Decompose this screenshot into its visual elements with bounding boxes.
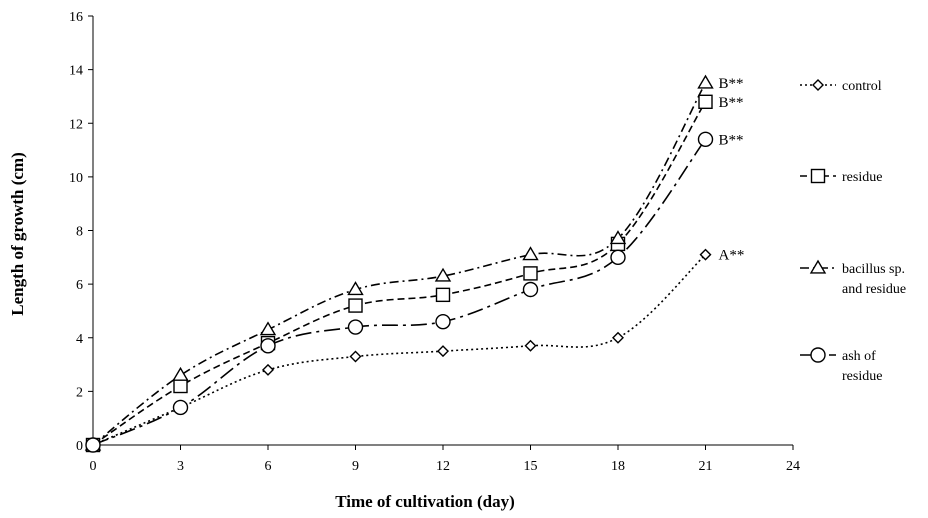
data-point-square bbox=[348, 298, 363, 313]
point-annotation: B** bbox=[719, 132, 744, 148]
series-line-diamond bbox=[92, 254, 707, 446]
data-point-diamond bbox=[262, 363, 274, 376]
data-point-triangle bbox=[347, 281, 364, 296]
data-point-square bbox=[173, 378, 188, 394]
y-tick-label: 12 bbox=[69, 117, 83, 132]
y-tick-label: 8 bbox=[76, 225, 83, 240]
data-point-circle bbox=[697, 131, 714, 148]
x-tick-label: 24 bbox=[786, 459, 800, 474]
data-point-triangle bbox=[259, 321, 277, 336]
point-annotations: A** B** B** B** bbox=[719, 76, 745, 264]
data-point-square bbox=[435, 287, 451, 303]
y-axis-title: Length of growth (cm) bbox=[8, 152, 27, 316]
legend-marker-square bbox=[810, 168, 826, 184]
x-tick-label: 9 bbox=[352, 459, 359, 474]
x-tick-label: 18 bbox=[611, 459, 625, 474]
y-tick-label: 4 bbox=[76, 332, 83, 347]
y-tick-label: 16 bbox=[69, 10, 83, 25]
series-line-circle bbox=[92, 138, 707, 446]
x-tick-label: 6 bbox=[265, 459, 272, 474]
data-point-circle bbox=[172, 399, 189, 416]
data-point-circle bbox=[522, 281, 539, 298]
y-tick-label: 0 bbox=[76, 439, 83, 454]
x-tick-label: 0 bbox=[90, 459, 97, 474]
data-point-circle bbox=[610, 249, 626, 266]
legend-label: residue bbox=[842, 170, 882, 185]
x-tick-label: 12 bbox=[436, 459, 450, 474]
data-point-circle bbox=[435, 313, 451, 330]
x-tick-label: 15 bbox=[524, 459, 538, 474]
data-point-circle bbox=[347, 319, 364, 335]
x-tick-label: 21 bbox=[699, 459, 713, 474]
data-point-triangle bbox=[609, 230, 627, 245]
x-axis-title: Time of cultivation (day) bbox=[335, 492, 515, 511]
legend-label: residue bbox=[842, 369, 882, 384]
data-point-triangle bbox=[697, 74, 714, 89]
data-point-square bbox=[523, 266, 538, 281]
series-markers bbox=[84, 74, 714, 453]
data-point-triangle bbox=[522, 246, 539, 261]
data-point-diamond bbox=[437, 345, 449, 358]
data-point-circle bbox=[85, 437, 101, 453]
legend-label: ash of bbox=[842, 349, 876, 364]
data-point-diamond bbox=[349, 350, 362, 363]
y-tick-label: 10 bbox=[69, 171, 83, 186]
data-point-square bbox=[698, 94, 713, 110]
point-annotation: B** bbox=[719, 76, 744, 92]
legend-marker-diamond bbox=[812, 79, 824, 91]
y-tick-label: 6 bbox=[76, 278, 83, 293]
point-annotation: A** bbox=[719, 248, 745, 264]
data-point-diamond bbox=[524, 339, 537, 352]
y-tick-label: 14 bbox=[69, 64, 83, 79]
legend-marker-triangle bbox=[809, 259, 827, 274]
legend-label: bacillus sp. bbox=[842, 262, 905, 277]
y-tick-label: 2 bbox=[76, 385, 83, 400]
point-annotation: B** bbox=[719, 95, 744, 111]
data-point-diamond bbox=[612, 331, 624, 344]
x-tick-label: 3 bbox=[177, 459, 184, 474]
series-line-square bbox=[92, 101, 707, 446]
legend: control residue bacillus sp. and residue ash… bbox=[800, 79, 906, 384]
legend-label: and residue bbox=[842, 282, 906, 297]
data-point-triangle bbox=[172, 366, 189, 381]
data-point-triangle bbox=[434, 267, 452, 282]
legend-marker-circle bbox=[810, 347, 826, 363]
data-point-circle bbox=[260, 338, 276, 354]
data-point-diamond bbox=[699, 248, 712, 261]
legend-label: control bbox=[842, 79, 882, 94]
